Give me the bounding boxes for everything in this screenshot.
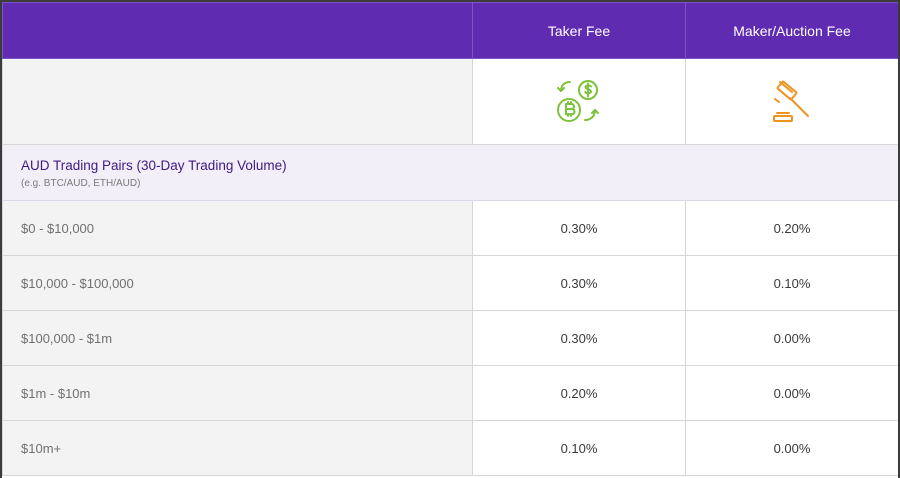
taker-icon-cell — [472, 58, 686, 145]
volume-tier: $100,000 - $1m — [2, 310, 473, 366]
group-header-cell: AUD Trading Pairs (30-Day Trading Volume… — [2, 144, 898, 201]
table-row: $0 - $10,000 0.30% 0.20% — [2, 200, 898, 256]
maker-fee-value: 0.20% — [685, 200, 898, 256]
taker-fee-value: 0.30% — [472, 255, 686, 311]
header-blank-cell — [2, 2, 473, 59]
volume-tier: $1m - $10m — [2, 365, 473, 421]
maker-fee-value: 0.00% — [685, 420, 898, 476]
group-title: AUD Trading Pairs (30-Day Trading Volume… — [21, 158, 287, 173]
maker-fee-value: 0.10% — [685, 255, 898, 311]
icon-row — [2, 58, 898, 145]
maker-icon-cell — [685, 58, 898, 145]
maker-fee-value: 0.00% — [685, 365, 898, 421]
volume-tier: $10,000 - $100,000 — [2, 255, 473, 311]
table-row: $100,000 - $1m 0.30% 0.00% — [2, 310, 898, 366]
maker-fee-header: Maker/Auction Fee — [685, 2, 898, 59]
auction-gavel-icon — [773, 80, 809, 122]
table-row: $1m - $10m 0.20% 0.00% — [2, 365, 898, 421]
taker-fee-value: 0.10% — [472, 420, 686, 476]
icon-row-blank-cell — [2, 58, 473, 145]
table-row: $10,000 - $100,000 0.30% 0.10% — [2, 255, 898, 311]
table-row: $10m+ 0.10% 0.00% — [2, 420, 898, 476]
group-header-row: AUD Trading Pairs (30-Day Trading Volume… — [2, 144, 898, 201]
taker-fee-header: Taker Fee — [472, 2, 686, 59]
maker-fee-value: 0.00% — [685, 310, 898, 366]
header-row: Taker Fee Maker/Auction Fee — [2, 2, 898, 59]
taker-fee-value: 0.20% — [472, 365, 686, 421]
crypto-exchange-icon — [557, 79, 599, 122]
group-subtitle: (e.g. BTC/AUD, ETH/AUD) — [21, 178, 141, 189]
taker-fee-value: 0.30% — [472, 200, 686, 256]
volume-tier: $0 - $10,000 — [2, 200, 473, 256]
volume-tier: $10m+ — [2, 420, 473, 476]
taker-fee-value: 0.30% — [472, 310, 686, 366]
